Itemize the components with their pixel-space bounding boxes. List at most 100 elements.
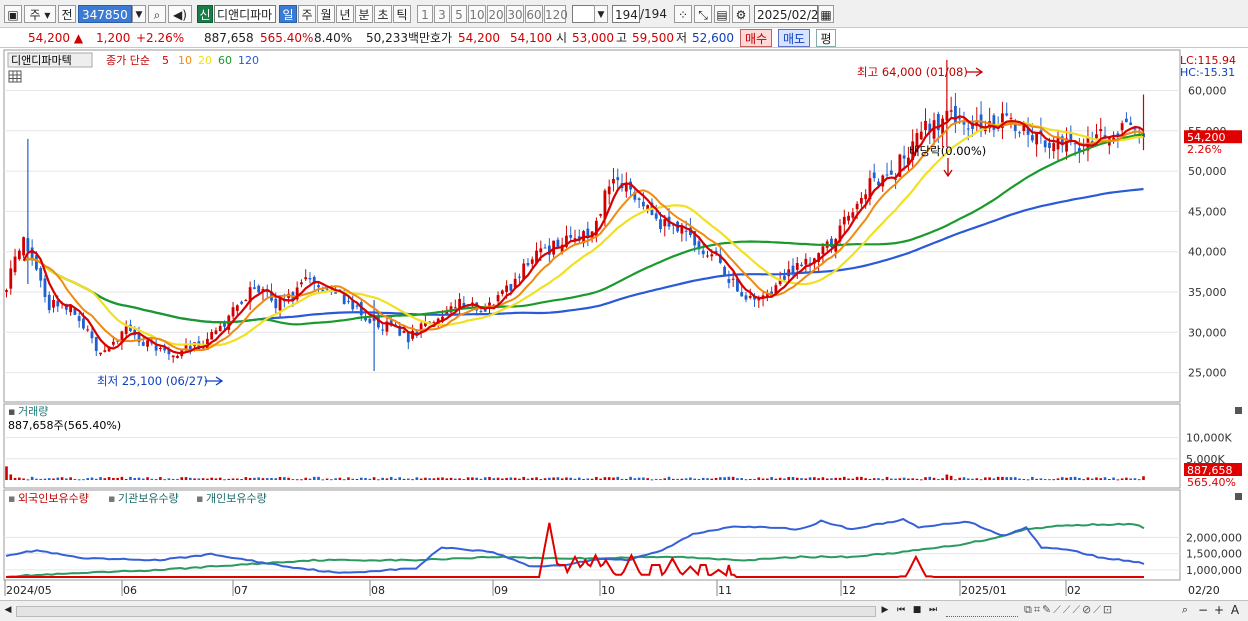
candle-body	[56, 300, 60, 307]
low-label: 저	[676, 31, 688, 45]
settings-gear-icon[interactable]: ⚙	[732, 5, 750, 23]
volume-bar	[236, 478, 239, 480]
sell-button[interactable]: 매도	[778, 29, 810, 47]
search-icon[interactable]: ⌕	[148, 5, 166, 23]
new-badge: 신	[197, 5, 213, 23]
current-price: 54,200 ▲	[28, 30, 83, 46]
holdings-legend-label: 기관보유수량	[118, 492, 179, 505]
last-page-icon[interactable]: ⏭	[928, 605, 938, 615]
volume-bar	[355, 478, 359, 480]
volume-bar	[902, 477, 906, 480]
code-dropdown-chevron-icon[interactable]: ▼	[132, 5, 146, 23]
period-button-3[interactable]: 년	[336, 5, 354, 23]
volume-bar	[248, 477, 252, 480]
volume-bar	[124, 479, 128, 481]
candle-body	[9, 268, 13, 289]
drawing-tools-icons[interactable]: ⧉⌗✎⟋⟋⟋⊘⟋⊡	[1024, 603, 1115, 616]
minute-button-3[interactable]: 3	[434, 5, 450, 23]
candle-body	[1005, 113, 1009, 116]
code-input[interactable]: 347850	[78, 5, 132, 23]
auto-scale-button[interactable]: A	[1230, 603, 1240, 617]
price-panel[interactable]: 60,00055,00050,00045,00040,00035,00030,0…	[3, 49, 1242, 403]
minute-button-1[interactable]: 1	[417, 5, 433, 23]
table-icon[interactable]	[8, 70, 22, 83]
stock-name-field[interactable]: 디앤디파마	[214, 5, 276, 23]
chart-area[interactable]: 60,00055,00050,00045,00040,00035,00030,0…	[0, 48, 1248, 600]
volume-panel-close-icon[interactable]	[1235, 407, 1242, 414]
x-axis-label: 08	[371, 584, 385, 597]
volume-bar	[1120, 478, 1124, 480]
candle-body	[915, 133, 919, 147]
scope-button[interactable]: 전	[58, 5, 76, 23]
volume-bar	[731, 476, 735, 480]
stop-icon[interactable]: ■	[912, 605, 922, 615]
period-button-0[interactable]: 일	[279, 5, 297, 23]
volume-bar	[120, 476, 124, 480]
volume-title[interactable]: 거래량	[18, 405, 48, 418]
candle-body	[94, 337, 98, 351]
candle-body	[684, 230, 688, 232]
volume-panel[interactable]: 10,000K 5,000K ▪ 거래량 887,658주(565.40%) 88…	[3, 403, 1242, 489]
period-button-6[interactable]: 틱	[393, 5, 411, 23]
minute-button-20[interactable]: 20	[487, 5, 505, 23]
candle-body	[842, 216, 846, 225]
candle-body	[176, 355, 179, 359]
volume-bar	[992, 478, 996, 480]
calendar-icon[interactable]: ▦	[818, 5, 834, 23]
scrollbar-track[interactable]	[16, 606, 876, 617]
market-select[interactable]: 주 ▾	[24, 5, 56, 23]
magnifier-icon[interactable]: ⌕	[1181, 603, 1189, 616]
buy-button[interactable]: 매수	[740, 29, 772, 47]
period-button-1[interactable]: 주	[298, 5, 316, 23]
interval-chevron-down-icon[interactable]: ▼	[594, 5, 608, 23]
eval-button[interactable]: 평	[816, 29, 836, 47]
save-icon[interactable]: ▤	[714, 5, 730, 23]
candle-body	[633, 191, 637, 200]
window-icon[interactable]: ▣	[4, 5, 22, 23]
candle-body	[847, 215, 850, 221]
volume-bar	[586, 478, 590, 480]
scroll-right-icon[interactable]: ▶	[881, 605, 889, 615]
volume-bar	[73, 478, 77, 480]
minute-button-120[interactable]: 120	[544, 5, 568, 23]
holdings-panel-close-icon[interactable]	[1235, 493, 1242, 500]
minute-button-10[interactable]: 10	[468, 5, 486, 23]
period-button-4[interactable]: 분	[355, 5, 373, 23]
volume-bar	[1142, 476, 1145, 480]
speaker-icon[interactable]: ◀)	[168, 5, 192, 23]
minute-button-30[interactable]: 30	[506, 5, 524, 23]
candle-body	[992, 115, 996, 130]
zoom-in-button[interactable]: +	[1213, 603, 1225, 617]
candle-body	[111, 341, 115, 345]
grid-icon[interactable]: ⁘	[674, 5, 692, 23]
candle-body	[748, 296, 752, 298]
date-input[interactable]: 2025/02/20	[754, 5, 826, 23]
x-axis-label: 12	[842, 584, 856, 597]
legend-ma-label[interactable]: 종가 단순	[106, 54, 150, 67]
period-button-5[interactable]: 초	[374, 5, 392, 23]
candle-body	[47, 294, 51, 311]
minute-button-5[interactable]: 5	[451, 5, 467, 23]
draw-icon[interactable]: ⤡	[694, 5, 712, 23]
candle-body	[607, 186, 611, 195]
count-input[interactable]: 194	[612, 5, 640, 23]
trade-value: 50,233백만	[366, 31, 431, 45]
first-page-icon[interactable]: ⏮	[896, 605, 906, 615]
volume-bar	[471, 477, 474, 480]
zoom-out-button[interactable]: −	[1197, 603, 1209, 617]
x-axis-label: 06	[123, 584, 137, 597]
legend-stock-name[interactable]: 디앤디파마텍	[11, 54, 72, 67]
holdings-y-axis: 2,000,000 1,500,000 1,000,000	[1186, 531, 1242, 577]
volume-bar	[513, 477, 517, 480]
scroll-left-icon[interactable]: ◀	[4, 605, 12, 615]
candle-body	[265, 290, 269, 292]
volume-bar	[415, 477, 419, 480]
zoom-slider[interactable]	[946, 604, 1018, 617]
volume-bar	[129, 476, 132, 480]
candle-body	[731, 278, 735, 280]
minute-button-60[interactable]: 60	[525, 5, 543, 23]
volume-bar	[359, 477, 363, 480]
legend-name-box[interactable]	[7, 52, 93, 68]
period-button-2[interactable]: 월	[317, 5, 335, 23]
